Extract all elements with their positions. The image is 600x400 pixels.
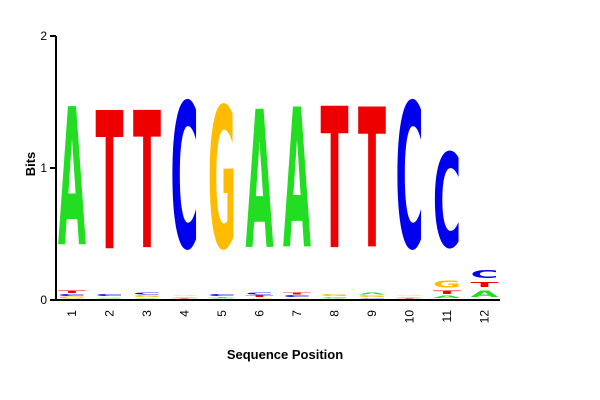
x-tick-label: 11 (440, 310, 454, 323)
logo-letter-t: T (246, 295, 274, 298)
logo-letter-a: A (396, 296, 424, 297)
logo-letter-a: A (433, 295, 461, 299)
logo-letter-g: G (58, 296, 86, 299)
logo-letter-a: A (208, 298, 236, 299)
x-tick-label: 10 (403, 310, 417, 324)
logo-letter-g: G (171, 295, 199, 296)
logo-letter-g: G (321, 294, 349, 297)
logo-letter-g: G (283, 298, 311, 299)
logo-letter-t: T (396, 298, 424, 299)
x-tick-label: 8 (328, 310, 342, 317)
logo-letter-g: G (96, 296, 124, 297)
logo-letter-t: T (471, 281, 499, 289)
logo-letter-a: A (171, 296, 199, 297)
logo-letter-a: A (358, 292, 386, 295)
x-tick-label: 12 (478, 310, 492, 324)
logo-letter-c: C (358, 298, 386, 299)
logo-letter-a: A (321, 298, 349, 299)
logo-letter-g: G (133, 295, 161, 298)
logo-letter-t: T (358, 68, 386, 292)
x-tick-label: 6 (253, 310, 267, 317)
logo-letter-a: A (283, 68, 311, 292)
logo-letter-g: G (208, 67, 236, 293)
logo-letter-a: A (133, 298, 161, 299)
x-tick-label: 2 (103, 310, 117, 317)
logo-letter-t: T (171, 298, 199, 299)
logo-letter-t: T (321, 69, 349, 295)
x-axis-ticks: 1 2 3 4 5 6 7 8 9 10 11 12 (65, 310, 492, 324)
logo-letter-g: G (246, 298, 274, 299)
x-tick-label: 4 (178, 310, 192, 317)
logo-letter-c: C (396, 62, 424, 294)
logo-glyphs: GCTAAGCTAGCTTAGCATCGGTCAGCTAACGTCGATTAGC… (58, 62, 499, 299)
logo-letter-t: T (433, 290, 461, 295)
logo-letter-a: A (246, 72, 274, 293)
logo-letter-c: C (96, 294, 124, 297)
logo-letter-c: C (283, 295, 311, 298)
logo-letter-t: T (283, 292, 311, 295)
y-axis-title: Bits (23, 152, 38, 177)
logo-letter-c: C (471, 269, 499, 281)
logo-letter-g: G (433, 278, 461, 290)
logo-letter-c: C (58, 294, 86, 297)
logo-letter-c: C (433, 126, 461, 278)
x-tick-label: 3 (140, 310, 154, 317)
x-tick-label: 5 (215, 310, 229, 317)
logo-letter-t: T (58, 290, 86, 294)
logo-letter-c: C (208, 294, 236, 297)
logo-letter-t: T (133, 73, 161, 293)
x-tick-label: 1 (65, 310, 79, 317)
logo-letter-c: C (321, 296, 349, 297)
y-tick-label: 2 (40, 29, 47, 43)
x-tick-label: 9 (365, 310, 379, 317)
logo-letter-t: T (96, 74, 124, 294)
y-tick-label: 0 (40, 293, 47, 307)
logo-letter-t: T (208, 296, 236, 297)
logo-letter-c: C (246, 292, 274, 295)
logo-letter-a: A (471, 289, 500, 299)
y-tick-label: 1 (40, 161, 47, 175)
logo-letter-g: G (358, 295, 386, 298)
y-axis-ticks: 0 1 2 (40, 29, 56, 307)
logo-letter-c: C (133, 292, 161, 295)
logo-letter-a: A (96, 298, 124, 299)
x-tick-label: 7 (290, 310, 304, 317)
x-axis-title: Sequence Position (227, 347, 343, 362)
logo-letter-a: A (58, 69, 86, 290)
logo-letter-c: C (171, 62, 199, 294)
logo-letter-g: G (396, 295, 424, 296)
